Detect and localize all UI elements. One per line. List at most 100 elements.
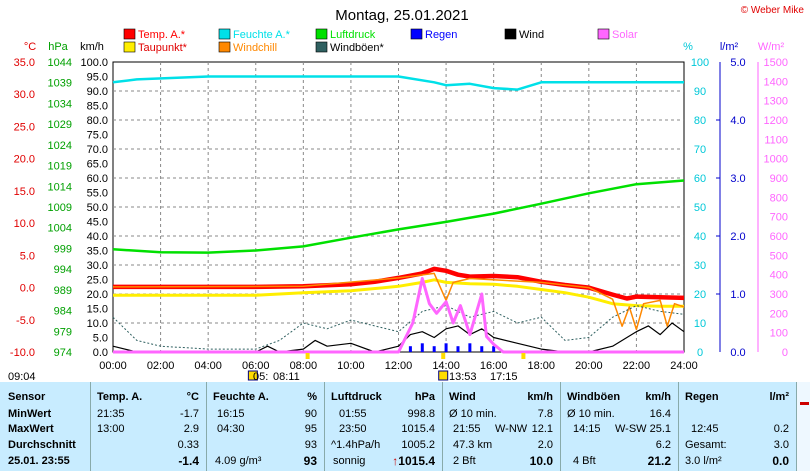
header-gusts: Windböen [567,391,621,403]
stats-table: Sensor MinWert MaxWert Durchschnitt 25.0… [0,382,810,471]
legend-swatch [504,28,517,40]
wind-tick-label: 40.0 [87,231,108,243]
pressure-tick-label: 994 [54,264,72,276]
solar-tick-label: 1100 [764,134,788,146]
legend-swatch [315,41,328,53]
rain-bar [468,343,472,352]
wind-tick-label: 95.0 [87,72,108,84]
wind-current: 10.0 [529,454,553,468]
press-max: 1015.4 [401,423,435,435]
temp-tick-label: 25.0 [14,121,35,133]
rain-tick-label: 3.0 [730,173,745,185]
header-rain: Regen [685,391,719,403]
legend-label: Wind [519,29,544,41]
rain-tick-label: 0.0 [730,347,745,359]
solar-tick-label: 1500 [764,57,788,69]
pressure-tick-label: 1019 [48,161,72,173]
humidity-tick-label: 10 [694,318,706,330]
wind-distance: 47.3 km [453,439,493,451]
legend-swatch [597,28,610,40]
legend-label: Windböen* [330,42,385,54]
sun-marks [247,353,526,381]
x-tick-label: 04:00 [194,360,222,372]
wind-tick-label: 30.0 [87,260,108,272]
wind-tick-label: 55.0 [87,188,108,200]
weather-chart: Montag, 25.01.2021 © Weber Mike Temp. A.… [9,5,810,381]
humidity-tick-label: 50 [694,202,706,214]
rain-tick-label: 4.0 [730,115,745,127]
series-line-windchill [112,272,685,331]
humidity-tick-label: 70 [694,144,706,156]
wind-tick-label: 0.0 [93,347,108,359]
temp-tick-label: 10.0 [14,218,35,230]
hum-min: 90 [304,408,317,420]
header-pressure-unit: hPa [414,391,435,403]
x-tick-label: 18:00 [527,360,555,372]
legend-swatch [315,28,328,40]
pressure-tick-label: 979 [54,326,72,338]
solar-tick-label: 1200 [764,115,788,127]
x-tick-label: 20:00 [575,360,603,372]
x-tick-label: 12:00 [385,360,413,372]
chart-title: Montag, 25.01.2021 [335,7,468,24]
header-temp-unit: °C [186,391,199,403]
x-tick-label: 08:00 [290,360,318,372]
wind-max-time: 21:55 [453,423,481,435]
rain-bar [408,346,412,352]
wind-tick-label: 35.0 [87,246,108,258]
x-tick-label: 02:00 [147,360,175,372]
series-lines [112,75,685,354]
series-line-windben [112,305,685,350]
sun-morning-time: 09:04 [8,371,36,383]
pressure-tick-label: 1009 [48,202,72,214]
sun-icon [247,370,258,381]
rain-current: 0.0 [772,454,789,468]
humidity-tick-label: 90 [694,86,706,98]
wind-tick-label: 75.0 [87,130,108,142]
rain-max: 0.2 [773,423,789,435]
wind-tick-label: 85.0 [87,101,108,113]
solar-tick-label: 600 [770,231,788,243]
row-label-current: 25.01. 23:55 [8,455,70,467]
x-tick-label: 06:00 [242,360,270,372]
header-sensor: Sensor [8,391,46,403]
hum-current: 93 [303,454,317,468]
solar-tick-label: 100 [770,328,788,340]
row-label-max: MaxWert [8,423,54,435]
x-tick-label: 22:00 [623,360,651,372]
wind-min-label: Ø 10 min. [449,408,497,420]
temp-avg: 0.33 [177,439,199,451]
rain-day-total: 3.0 l/m² [685,455,722,467]
header-temp: Temp. A. [97,391,143,403]
wind-tick-label: 60.0 [87,173,108,185]
unit-humidity: % [683,41,693,53]
series-line-solar [113,277,684,354]
wind-tick-label: 90.0 [87,86,108,98]
solar-tick-label: 1000 [764,154,788,166]
pressure-tick-label: 989 [54,285,72,297]
rain-bar [492,346,496,352]
unit-solar: W/m² [758,41,785,53]
rain-bar [480,346,484,352]
header-wind-unit: km/h [527,391,553,403]
legend-swatch [123,41,136,53]
temp-min: -1.7 [180,408,199,420]
wind-tick-label: 65.0 [87,159,108,171]
rain-bar [456,346,460,352]
header-pressure: Luftdruck [331,391,382,403]
rain-tick-label: 1.0 [730,289,745,301]
wind-tick-label: 20.0 [87,289,108,301]
grid [112,61,810,353]
temp-tick-label: -5.0 [16,315,35,327]
legend-label: Windchill [233,42,277,54]
solar-tick-label: 0 [782,347,788,359]
rain-bars [408,343,496,352]
row-label-avg: Durchschnitt [8,439,76,451]
weather-forecast: sonnig [333,455,366,467]
pressure-tick-label: 1029 [48,119,72,131]
hum-max-time: 04:30 [217,423,245,435]
copyright-label: © Weber Mike [741,5,805,16]
temp-current: -1.4 [178,454,199,468]
x-tick-label: 16:00 [480,360,508,372]
hum-min-time: 16:15 [217,408,245,420]
